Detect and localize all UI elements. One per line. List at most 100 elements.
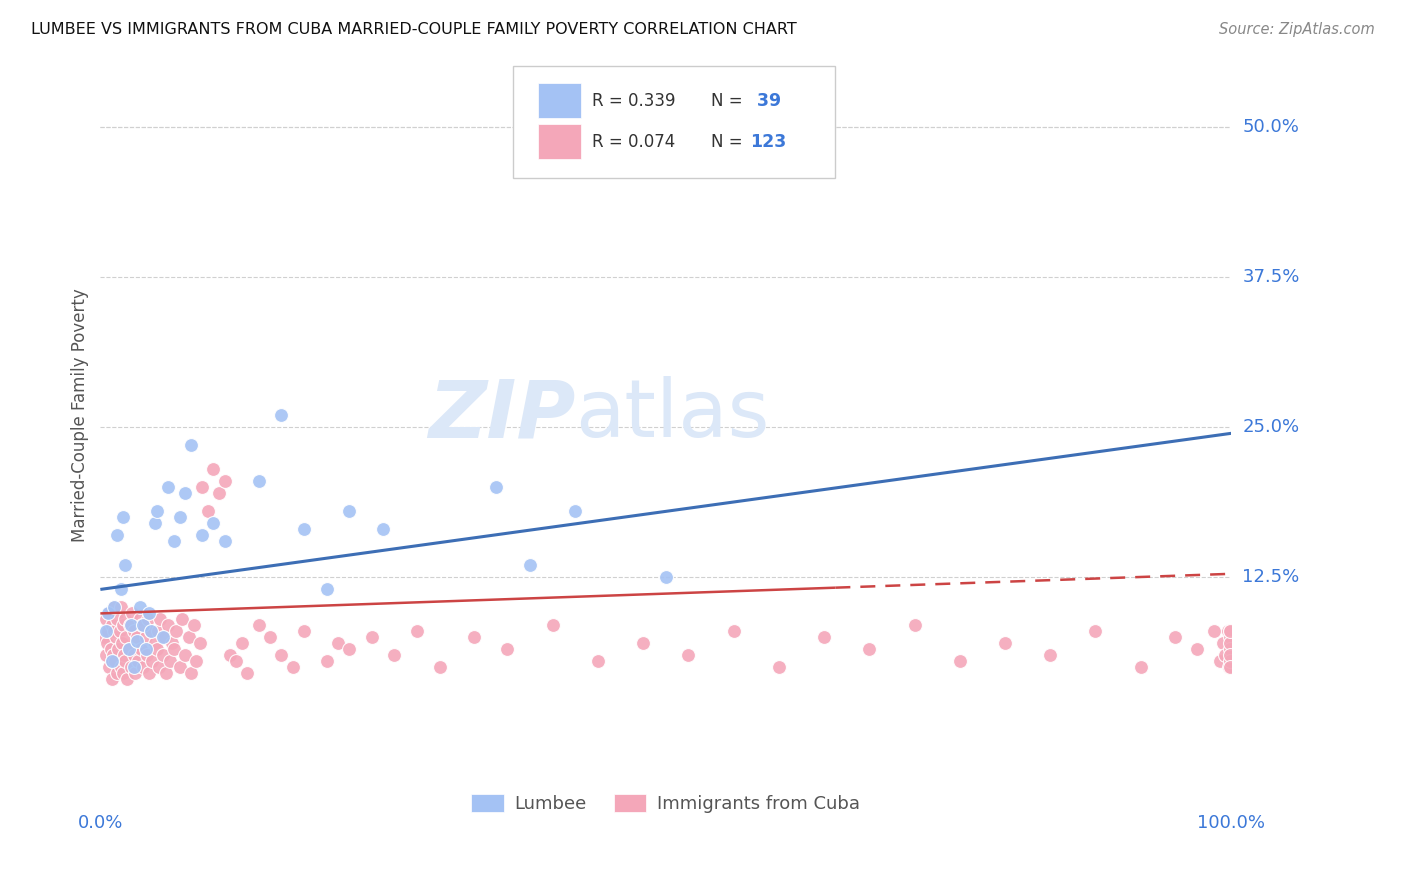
Point: [180, 666, 202, 681]
Text: 12.5%: 12.5%: [1243, 568, 1299, 586]
Point: [132, 660, 155, 674]
Point: [225, 655, 247, 669]
Point: [186, 655, 208, 669]
Point: [292, 522, 315, 536]
Text: ZIP: ZIP: [427, 376, 575, 454]
Point: [429, 660, 451, 674]
Point: [136, 612, 159, 626]
Point: [155, 666, 177, 681]
Point: [124, 624, 146, 639]
Point: [111, 510, 134, 524]
Point: [157, 480, 180, 494]
Point: [337, 642, 360, 657]
Point: [112, 648, 135, 663]
Point: [97, 624, 120, 639]
Point: [1084, 624, 1107, 639]
Text: 39: 39: [751, 92, 780, 110]
Point: [108, 624, 131, 639]
Point: [127, 655, 149, 669]
Point: [1218, 660, 1240, 674]
Point: [1219, 648, 1241, 663]
Point: [191, 480, 214, 494]
Point: [813, 631, 835, 645]
Point: [174, 486, 197, 500]
Point: [94, 624, 117, 639]
Point: [97, 607, 120, 621]
Point: [103, 624, 125, 639]
Point: [152, 631, 174, 645]
Point: [121, 607, 143, 621]
Point: [903, 618, 925, 632]
Point: [1039, 648, 1062, 663]
Point: [153, 631, 176, 645]
Point: [124, 648, 146, 663]
Point: [1219, 624, 1241, 639]
Point: [197, 504, 219, 518]
Point: [191, 528, 214, 542]
Point: [159, 655, 181, 669]
Point: [103, 600, 125, 615]
Point: [152, 648, 174, 663]
Point: [103, 600, 125, 615]
Point: [141, 655, 163, 669]
Point: [105, 631, 128, 645]
Y-axis label: Married-Couple Family Poverty: Married-Couple Family Poverty: [72, 288, 89, 542]
Text: atlas: atlas: [575, 376, 769, 454]
Point: [326, 636, 349, 650]
Point: [219, 648, 242, 663]
Point: [117, 642, 139, 657]
Point: [94, 648, 117, 663]
Point: [96, 636, 118, 650]
Point: [110, 660, 132, 674]
Point: [541, 618, 564, 632]
Point: [1163, 631, 1185, 645]
Point: [1219, 655, 1241, 669]
Point: [208, 486, 231, 500]
Point: [519, 558, 541, 573]
Point: [678, 648, 700, 663]
Point: [100, 642, 122, 657]
Point: [631, 636, 654, 650]
Point: [1212, 636, 1234, 650]
Point: [135, 648, 157, 663]
Point: [281, 660, 304, 674]
Point: [1219, 642, 1241, 657]
Point: [270, 648, 292, 663]
Point: [100, 673, 122, 687]
Point: [104, 655, 127, 669]
Point: [858, 642, 880, 657]
Point: [100, 655, 122, 669]
Point: [129, 642, 152, 657]
Point: [1129, 660, 1152, 674]
Point: [1215, 648, 1237, 663]
Text: 100.0%: 100.0%: [1197, 814, 1265, 832]
Point: [723, 624, 745, 639]
Point: [337, 504, 360, 518]
Point: [315, 655, 337, 669]
Point: [994, 636, 1017, 650]
Point: [371, 522, 394, 536]
Point: [114, 612, 136, 626]
Point: [148, 660, 170, 674]
FancyBboxPatch shape: [538, 83, 581, 118]
Point: [1219, 636, 1241, 650]
Point: [129, 612, 152, 626]
Point: [94, 612, 117, 626]
Point: [132, 618, 155, 632]
Point: [202, 462, 225, 476]
Point: [135, 631, 157, 645]
Point: [141, 624, 163, 639]
Text: LUMBEE VS IMMIGRANTS FROM CUBA MARRIED-COUPLE FAMILY POVERTY CORRELATION CHART: LUMBEE VS IMMIGRANTS FROM CUBA MARRIED-C…: [31, 22, 797, 37]
Point: [382, 648, 405, 663]
Point: [174, 648, 197, 663]
Point: [214, 534, 236, 549]
Point: [118, 618, 141, 632]
Point: [107, 642, 129, 657]
Text: 123: 123: [751, 133, 787, 151]
Point: [146, 642, 169, 657]
Point: [259, 631, 281, 645]
Point: [149, 612, 172, 626]
Text: N =: N =: [711, 133, 748, 151]
Text: R = 0.074: R = 0.074: [592, 133, 675, 151]
Point: [111, 636, 134, 650]
